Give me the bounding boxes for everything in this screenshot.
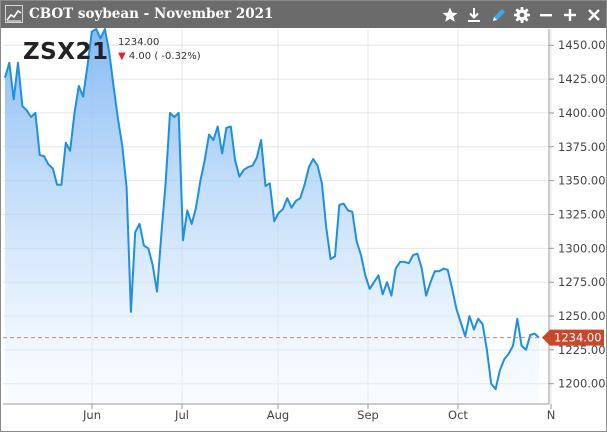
star-icon[interactable] xyxy=(440,5,460,25)
x-tick-label: Jul xyxy=(174,408,189,422)
pencil-icon[interactable] xyxy=(489,5,509,25)
y-tick-label: 1375.00 xyxy=(558,140,606,154)
maximize-icon[interactable] xyxy=(560,5,580,25)
price-area-fill xyxy=(5,29,539,404)
x-tick-label: Sep xyxy=(357,408,379,422)
minimize-icon[interactable] xyxy=(536,5,556,25)
x-tick-label: Aug xyxy=(267,408,289,422)
chart-area[interactable]: 1200.00 1225.00 1250.00 1275.00 1300.00 1325.… xyxy=(1,28,606,431)
last-price: 1234.00 xyxy=(118,37,160,48)
y-tick-label: 1275.00 xyxy=(558,275,606,289)
download-icon[interactable] xyxy=(464,5,484,25)
y-tick-label: 1425.00 xyxy=(558,72,606,86)
symbol-label: ZSX21 xyxy=(23,39,109,65)
y-tick-label: 1200.00 xyxy=(558,377,606,391)
price-chart[interactable]: 1200.00 1225.00 1250.00 1275.00 1300.00 1325.… xyxy=(1,28,606,431)
last-price-tag-label: 1234.00 xyxy=(554,331,602,345)
x-tick-label: N xyxy=(547,408,556,422)
close-icon[interactable] xyxy=(584,5,604,25)
y-tick-label: 1350.00 xyxy=(558,174,606,188)
change-text: 4.00 ( -0.32%) xyxy=(128,51,201,62)
price-line xyxy=(4,28,540,391)
y-tick-label: 1225.00 xyxy=(558,343,606,357)
x-tick-label: Oct xyxy=(448,408,468,422)
title-bar[interactable]: CBOT soybean - November 2021 xyxy=(1,1,606,28)
window-title: CBOT soybean - November 2021 xyxy=(29,6,274,22)
y-tick-label: 1400.00 xyxy=(558,106,606,120)
x-tick-label: Jun xyxy=(82,408,101,422)
price-change: ▼ 4.00 ( -0.32%) xyxy=(118,50,201,63)
y-tick-label: 1300.00 xyxy=(558,241,606,255)
app-chart-icon xyxy=(5,5,23,23)
y-tick-label: 1325.00 xyxy=(558,207,606,221)
y-tick-label: 1250.00 xyxy=(558,309,606,323)
y-tick-label: 1450.00 xyxy=(558,38,606,52)
down-arrow-icon: ▼ xyxy=(118,51,126,62)
gear-icon[interactable] xyxy=(512,5,532,25)
last-price-tag xyxy=(542,329,604,346)
